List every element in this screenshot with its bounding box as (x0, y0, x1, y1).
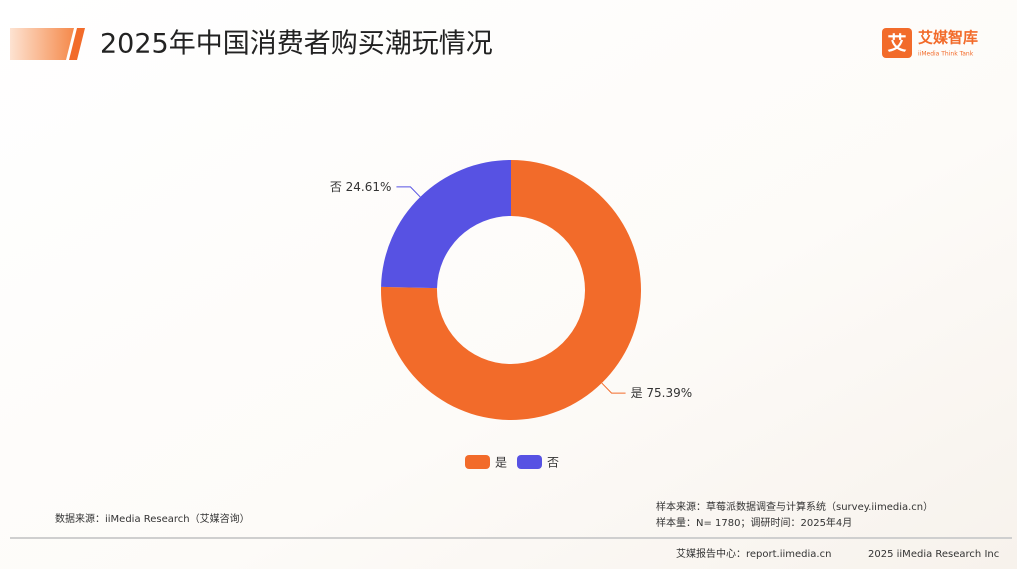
leader-line (396, 186, 421, 198)
donut-slice (381, 160, 641, 420)
legend-label: 否 (547, 456, 559, 470)
logo-name: 艾媒智库 (918, 29, 978, 47)
report-center: 艾媒报告中心：report.iimedia.cn (676, 547, 831, 560)
title: 2025年中国消费者购买潮玩情况 (100, 29, 493, 60)
legend-swatch (517, 455, 542, 469)
legend-label: 是 (495, 456, 507, 470)
sample-size: 样本量：N= 1780；调研时间：2025年4月 (656, 516, 852, 529)
logo-icon-bg (882, 28, 912, 58)
data-label-category: 否 (330, 179, 342, 193)
logo-sub: iiMedia Think Tank (918, 51, 974, 58)
header-stripe (69, 28, 85, 60)
leader-line (601, 382, 626, 394)
data-label: 否 24.61% (330, 179, 392, 193)
chart: 是 75.39%否 24.61%是否 (330, 160, 692, 470)
data-label: 是 75.39% (631, 386, 693, 400)
copyright: 2025 iiMedia Research Inc (868, 549, 999, 560)
logo-icon: 艾 (887, 33, 906, 55)
data-label-category: 是 (631, 386, 643, 400)
header-stripe (10, 28, 74, 60)
sample-source: 样本来源：草莓派数据调查与计算系统（survey.iimedia.cn） (656, 500, 933, 513)
source: 数据来源：iiMedia Research（艾媒咨询） (55, 512, 250, 525)
legend-swatch (465, 455, 490, 469)
donut-slice (381, 160, 511, 289)
data-label-value: 75.39% (646, 386, 692, 400)
data-label-value: 24.61% (346, 179, 392, 193)
